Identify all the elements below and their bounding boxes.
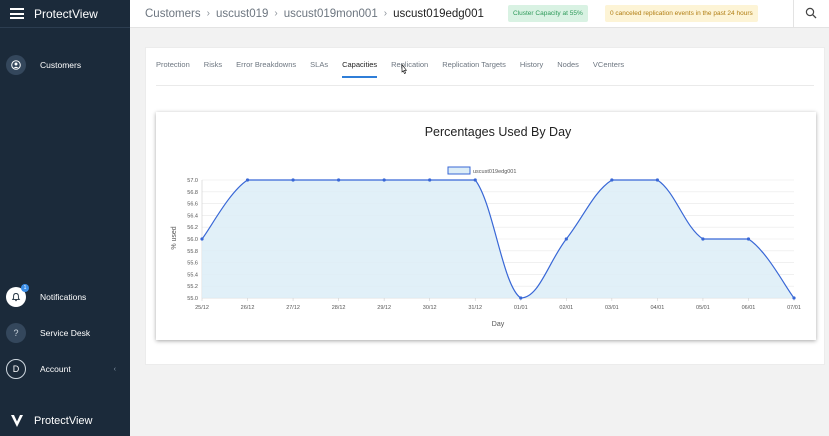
search-icon[interactable]	[805, 7, 817, 19]
chart-card: Percentages Used By Day uscust019edg001 …	[156, 112, 816, 340]
y-tick-label: 56.2	[187, 225, 198, 231]
data-point[interactable]	[792, 296, 796, 300]
sidebar: ProtectView Customers 1 Notifications ? …	[0, 0, 130, 436]
tab-slas[interactable]: SLAs	[310, 60, 329, 69]
x-tick-label: 01/01	[514, 305, 528, 311]
x-tick-label: 31/12	[468, 305, 482, 311]
notification-badge: 1	[21, 284, 29, 292]
sidebar-item-label: Account	[40, 364, 71, 374]
data-point[interactable]	[291, 178, 295, 182]
x-tick-label: 05/01	[696, 305, 710, 311]
breadcrumb: Customers › uscust019 › uscust019mon001 …	[145, 8, 484, 20]
sidebar-item-label: Customers	[40, 60, 82, 70]
sidebar-item-notifications[interactable]: 1 Notifications	[6, 284, 87, 307]
avatar: D	[6, 359, 26, 379]
sidebar-header: ProtectView	[0, 0, 130, 28]
legend-swatch[interactable]	[447, 166, 471, 175]
capacity-status-badge[interactable]: Cluster Capacity at 55%	[508, 5, 588, 22]
breadcrumb-cluster[interactable]: uscust019	[215, 7, 269, 20]
footer-brand: ProtectView	[34, 415, 93, 427]
chevron-right-icon: ›	[274, 8, 278, 19]
protectview-logo-icon	[11, 415, 23, 427]
breadcrumb-current: uscust019edg001	[393, 7, 484, 20]
y-tick-label: 55.8	[187, 249, 198, 255]
main-panel: Protection Risks Error Breakdowns SLAs Capac…	[145, 47, 825, 365]
x-tick-label: 06/01	[742, 305, 756, 311]
tab-risks[interactable]: Risks	[203, 60, 223, 69]
data-point[interactable]	[428, 178, 432, 182]
user-icon	[6, 55, 26, 75]
sidebar-item-label: Notifications	[40, 292, 87, 302]
x-axis-label: Day	[492, 321, 505, 328]
tab-protection[interactable]: Protection	[156, 60, 190, 69]
sidebar-item-account[interactable]: D Account ‹	[6, 359, 124, 379]
legend-label: uscust019edg001	[473, 169, 516, 175]
help-icon: ?	[6, 323, 26, 343]
data-point[interactable]	[610, 178, 614, 182]
tab-bar: Protection Risks Error Breakdowns SLAs Capac…	[156, 60, 638, 78]
capacity-chart: Percentages Used By Day uscust019edg001 …	[171, 125, 801, 328]
y-tick-label: 55.2	[187, 284, 198, 290]
replication-status-badge[interactable]: 0 canceled replication events in the pas…	[605, 5, 758, 22]
y-tick-label: 56.4	[187, 213, 198, 219]
y-tick-label: 56.6	[187, 202, 198, 208]
data-point[interactable]	[473, 178, 477, 182]
tab-replication-targets[interactable]: Replication Targets	[442, 60, 506, 69]
tab-replication[interactable]: Replication	[391, 60, 429, 69]
tab-error-breakdowns[interactable]: Error Breakdowns	[236, 60, 297, 69]
sidebar-footer: ProtectView	[10, 414, 93, 428]
y-tick-label: 56.8	[187, 190, 198, 196]
x-tick-label: 26/12	[241, 305, 255, 311]
x-tick-label: 04/01	[651, 305, 665, 311]
brand-name: ProtectView	[34, 6, 98, 21]
menu-icon[interactable]	[10, 8, 24, 19]
sidebar-item-customers[interactable]: Customers	[6, 55, 81, 75]
x-tick-label: 27/12	[286, 305, 300, 311]
data-point[interactable]	[382, 178, 386, 182]
chevron-left-icon[interactable]: ‹	[113, 365, 116, 373]
x-tick-label: 25/12	[195, 305, 209, 311]
series-line	[201, 179, 795, 299]
divider	[793, 0, 794, 28]
breadcrumb-customers[interactable]: Customers	[145, 7, 201, 20]
series-area	[202, 180, 794, 298]
tab-nodes[interactable]: Nodes	[557, 60, 579, 69]
y-tick-label: 57.0	[187, 178, 198, 184]
y-axis-label: % used	[171, 226, 178, 249]
data-point[interactable]	[245, 178, 250, 182]
top-bar: Customers › uscust019 › uscust019mon001 …	[130, 0, 829, 28]
data-point[interactable]	[701, 237, 705, 241]
x-tick-label: 03/01	[605, 305, 619, 311]
y-tick-label: 55.0	[187, 296, 198, 302]
y-tick-label: 55.6	[187, 261, 198, 267]
tab-divider	[156, 85, 814, 86]
x-tick-label: 07/01	[787, 305, 801, 311]
tab-vcenters[interactable]: VCenters	[592, 60, 625, 69]
pointer-cursor-icon	[401, 64, 408, 74]
x-tick-label: 02/01	[559, 305, 573, 311]
data-point[interactable]	[519, 296, 523, 300]
tab-history[interactable]: History	[519, 60, 544, 69]
data-point[interactable]	[200, 237, 204, 241]
data-point[interactable]	[655, 178, 659, 182]
breadcrumb-monitor[interactable]: uscust019mon001	[283, 7, 378, 20]
data-point[interactable]	[337, 178, 341, 182]
x-tick-label: 30/12	[423, 305, 437, 311]
bell-icon: 1	[6, 284, 29, 307]
x-tick-label: 28/12	[332, 305, 346, 311]
y-tick-label: 55.4	[187, 272, 198, 278]
y-tick-label: 56.0	[187, 237, 198, 243]
chart-title: Percentages Used By Day	[425, 125, 572, 139]
sidebar-item-service-desk[interactable]: ? Service Desk	[6, 323, 90, 343]
data-point[interactable]	[746, 237, 751, 241]
x-tick-label: 29/12	[377, 305, 391, 311]
chevron-right-icon: ›	[383, 8, 388, 19]
sidebar-item-label: Service Desk	[40, 328, 91, 338]
data-point[interactable]	[564, 237, 568, 241]
tab-capacities[interactable]: Capacities	[342, 60, 378, 78]
chevron-right-icon: ›	[206, 8, 210, 19]
